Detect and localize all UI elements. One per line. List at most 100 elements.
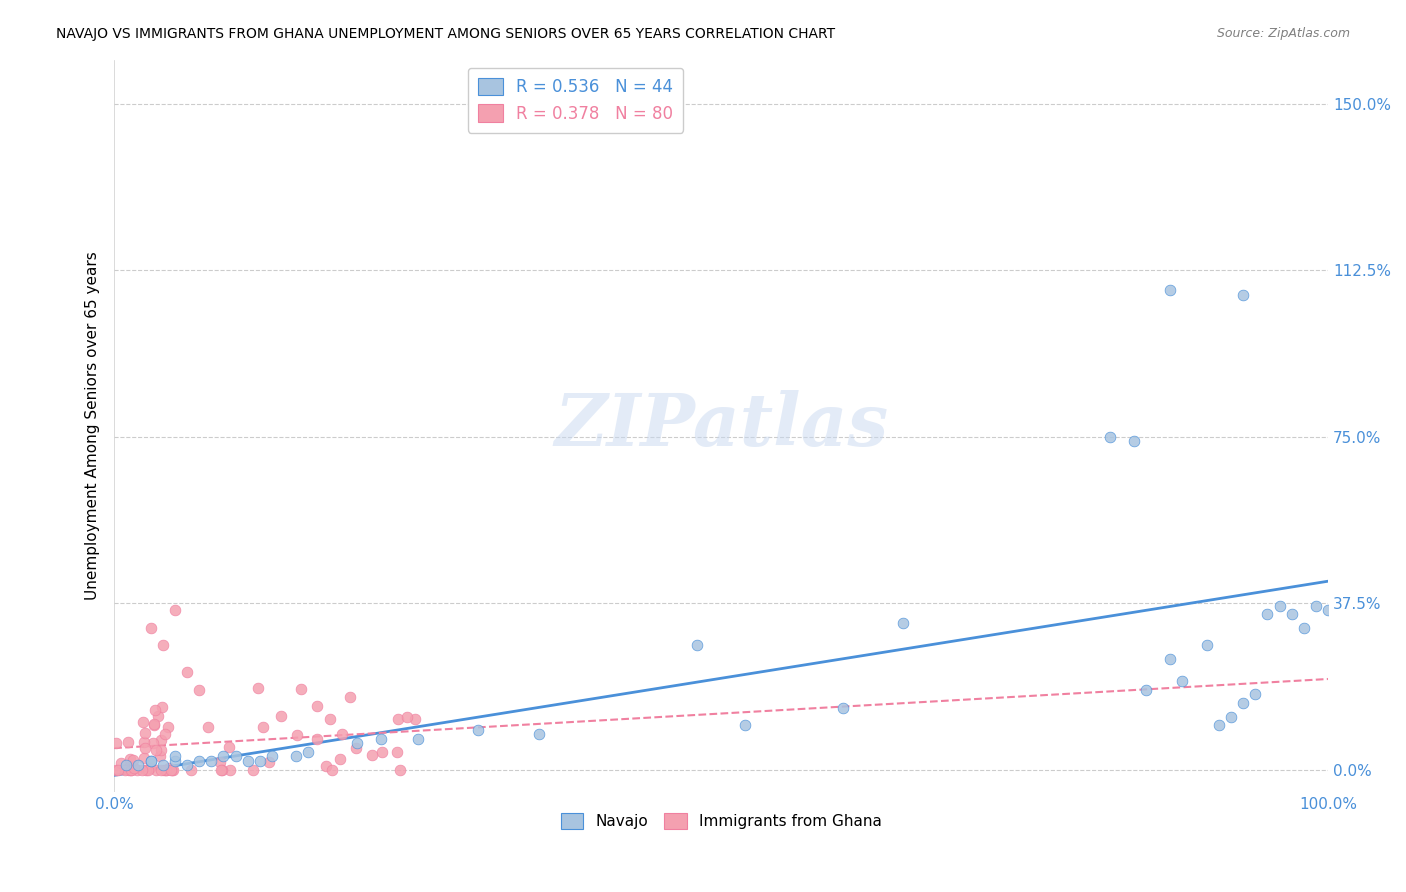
Point bbox=[236, 754, 259, 768]
Point bbox=[180, 763, 202, 777]
Point bbox=[209, 763, 232, 777]
Point bbox=[285, 749, 308, 764]
Point bbox=[285, 728, 308, 742]
Point bbox=[1244, 687, 1267, 701]
Point bbox=[150, 700, 173, 714]
Point bbox=[209, 755, 232, 769]
Point bbox=[157, 761, 180, 775]
Point bbox=[1256, 607, 1278, 622]
Point bbox=[141, 736, 163, 750]
Point bbox=[1232, 696, 1254, 710]
Point bbox=[163, 603, 186, 617]
Point bbox=[734, 718, 756, 732]
Point bbox=[387, 712, 409, 726]
Point bbox=[155, 763, 177, 777]
Point bbox=[321, 763, 343, 777]
Point bbox=[344, 740, 367, 755]
Point bbox=[120, 752, 142, 766]
Point bbox=[315, 759, 337, 773]
Point bbox=[1122, 434, 1144, 449]
Point bbox=[149, 763, 172, 777]
Point bbox=[527, 727, 550, 741]
Text: Source: ZipAtlas.com: Source: ZipAtlas.com bbox=[1216, 27, 1350, 40]
Point bbox=[200, 754, 222, 768]
Point bbox=[1098, 430, 1121, 444]
Point bbox=[1281, 607, 1303, 622]
Point bbox=[387, 745, 409, 759]
Point bbox=[211, 763, 233, 777]
Point bbox=[219, 763, 242, 777]
Point bbox=[1232, 288, 1254, 302]
Point bbox=[252, 720, 274, 734]
Point bbox=[145, 742, 167, 756]
Point bbox=[152, 763, 174, 777]
Point bbox=[139, 621, 162, 635]
Point bbox=[370, 745, 392, 759]
Point bbox=[153, 727, 176, 741]
Point bbox=[105, 763, 128, 777]
Point bbox=[139, 761, 162, 775]
Point bbox=[118, 759, 141, 773]
Point bbox=[127, 758, 149, 772]
Point bbox=[1159, 284, 1181, 298]
Point bbox=[135, 763, 157, 777]
Point bbox=[188, 754, 211, 768]
Point bbox=[139, 754, 162, 768]
Point bbox=[270, 708, 292, 723]
Point bbox=[176, 758, 198, 772]
Point bbox=[406, 731, 429, 746]
Point bbox=[132, 751, 155, 765]
Point bbox=[370, 731, 392, 746]
Point bbox=[1220, 709, 1243, 723]
Point bbox=[150, 743, 173, 757]
Point bbox=[361, 748, 384, 763]
Point bbox=[249, 754, 271, 768]
Point bbox=[150, 733, 173, 747]
Point bbox=[134, 741, 156, 756]
Point bbox=[163, 749, 186, 764]
Point bbox=[1292, 621, 1315, 635]
Point bbox=[1159, 652, 1181, 666]
Point bbox=[127, 763, 149, 777]
Point bbox=[115, 762, 138, 776]
Point bbox=[120, 763, 142, 777]
Point bbox=[160, 763, 183, 777]
Point bbox=[114, 763, 136, 777]
Point bbox=[117, 735, 139, 749]
Point bbox=[136, 763, 159, 777]
Point bbox=[118, 763, 141, 777]
Point bbox=[134, 734, 156, 748]
Point bbox=[155, 763, 177, 777]
Point bbox=[157, 720, 180, 734]
Point bbox=[212, 749, 235, 764]
Point bbox=[242, 763, 264, 777]
Point bbox=[260, 749, 283, 764]
Point bbox=[132, 715, 155, 730]
Point bbox=[145, 702, 167, 716]
Point bbox=[152, 758, 174, 772]
Point bbox=[307, 732, 329, 747]
Point bbox=[1208, 718, 1230, 732]
Point bbox=[134, 725, 156, 739]
Point bbox=[146, 709, 169, 723]
Point bbox=[162, 763, 184, 777]
Point bbox=[332, 727, 354, 741]
Point bbox=[257, 756, 280, 770]
Point bbox=[290, 682, 312, 697]
Point bbox=[1195, 639, 1218, 653]
Point bbox=[139, 754, 162, 768]
Point bbox=[404, 713, 426, 727]
Y-axis label: Unemployment Among Seniors over 65 years: Unemployment Among Seniors over 65 years bbox=[86, 252, 100, 600]
Point bbox=[188, 682, 211, 697]
Point bbox=[152, 639, 174, 653]
Point bbox=[176, 665, 198, 679]
Point bbox=[319, 712, 342, 726]
Point bbox=[115, 758, 138, 772]
Point bbox=[1171, 673, 1194, 688]
Point bbox=[149, 748, 172, 763]
Point bbox=[163, 754, 186, 768]
Point bbox=[145, 763, 167, 777]
Point bbox=[389, 763, 412, 777]
Point bbox=[143, 718, 166, 732]
Point bbox=[686, 639, 709, 653]
